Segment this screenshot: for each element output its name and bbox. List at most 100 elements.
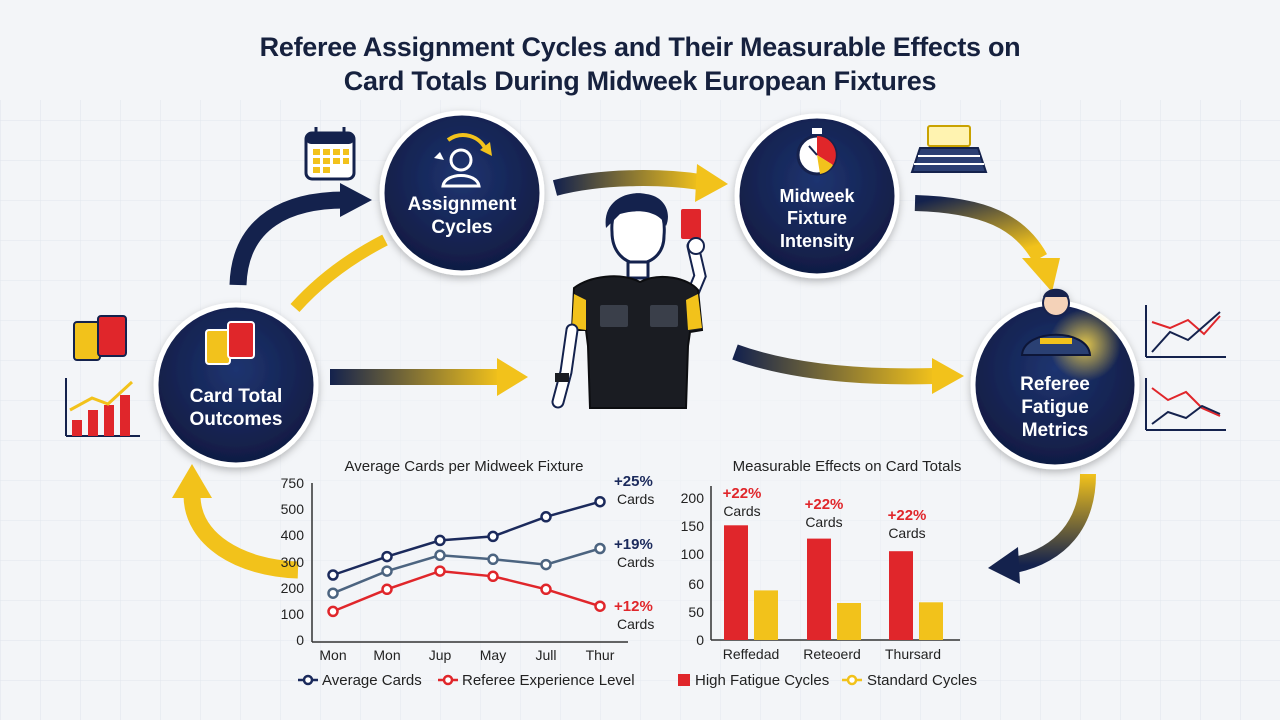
line-chart-x-tick: Thur: [586, 647, 615, 663]
bar-annotation-unit: Cards: [805, 514, 842, 530]
bar-annotation-unit: Cards: [723, 503, 760, 519]
stadium-icon: [910, 125, 988, 173]
line-chart-x-tick: Mon: [373, 647, 400, 663]
line-chart-y-tick: 300: [281, 554, 305, 570]
page-title: Referee Assignment Cycles and Their Meas…: [0, 30, 1280, 98]
line-point: [594, 495, 606, 508]
legend-label: High Fatigue Cycles: [695, 672, 829, 689]
line-point: [487, 553, 499, 566]
line-point: [381, 583, 393, 596]
title-line-2: Card Totals During Midweek European Fixt…: [343, 66, 937, 96]
node-fatigue-line3: Metrics: [1022, 420, 1089, 441]
arrow-fatigue-to-bar-chart: [988, 473, 1096, 584]
line-point: [487, 530, 499, 543]
bar-chart-y-tick: 60: [688, 576, 704, 592]
cards-stack-icon: [73, 315, 127, 361]
cards-icon: [205, 321, 255, 365]
arrow-assignment-to-midweek: [552, 164, 728, 202]
bar-chart-y-tick: 50: [688, 604, 704, 620]
line-chart: Average Cards per Midweek Fixture 750 500…: [281, 458, 655, 689]
line-point: [327, 569, 339, 581]
bar-chart-title: Measurable Effects on Card Totals: [733, 458, 962, 475]
node-card-total-outcomes[interactable]: Card Total Outcomes: [153, 302, 319, 468]
node-card-line2: Outcomes: [190, 409, 283, 430]
bar-standard: [754, 590, 778, 640]
line-series-2: [332, 569, 601, 613]
arrow-referee-to-fatigue: [732, 344, 964, 394]
node-assignment-line2: Cycles: [431, 217, 492, 238]
stopwatch-icon: [796, 128, 838, 176]
bar-annotation-pct: +22%: [723, 485, 762, 502]
arrow-card-to-assignment: [229, 183, 372, 286]
red-card-icon: [681, 209, 701, 239]
node-assignment-cycles[interactable]: Assignment Cycles: [379, 110, 545, 276]
bar-standard: [837, 603, 861, 640]
node-midweek-fixture-intensity[interactable]: Midweek Fixture Intensity: [734, 113, 900, 279]
bar-annotation-pct: +22%: [805, 496, 844, 513]
legend-marker: [442, 674, 454, 686]
line-annotation-pct: +12%: [614, 598, 653, 615]
legend-label: Average Cards: [322, 672, 422, 689]
legend-label: Standard Cycles: [867, 672, 977, 689]
line-point: [594, 542, 606, 555]
bar-annotation-unit: Cards: [888, 525, 925, 541]
line-point: [540, 583, 552, 596]
legend-swatch-high-fatigue: [678, 674, 690, 686]
line-point: [434, 534, 446, 547]
legend-label: Referee Experience Level: [462, 672, 635, 689]
line-annotation-pct: +19%: [614, 536, 653, 553]
arrow-line-chart-to-card: [172, 464, 299, 579]
bar-chart: Measurable Effects on Card Totals 200 150…: [678, 458, 977, 689]
line-point: [434, 565, 446, 577]
node-fatigue-line1: Referee: [1020, 374, 1090, 395]
line-chart-y-tick: 400: [281, 527, 305, 543]
legend-marker: [302, 674, 314, 686]
line-annotation-unit: Cards: [617, 491, 654, 507]
bar-standard: [919, 602, 943, 640]
line-chart-x-tick: Jup: [429, 647, 452, 663]
bar-chart-y-tick: 200: [681, 490, 705, 506]
tired-referee-icon: [1020, 288, 1092, 356]
line-point: [594, 600, 606, 612]
line-chart-x-tick: May: [480, 647, 506, 663]
node-midweek-line3: Intensity: [780, 231, 854, 251]
line-point: [381, 550, 393, 563]
line-point: [327, 605, 339, 618]
arrow-card-to-referee: [330, 358, 528, 396]
trend-chart-icons: [1145, 305, 1226, 431]
line-point: [381, 565, 393, 577]
line-point: [540, 558, 552, 571]
line-series-0: [332, 500, 601, 577]
arrow-midweek-to-fatigue: [914, 195, 1060, 292]
line-annotation-pct: +25%: [614, 473, 653, 490]
assignment-person-icon: [434, 133, 492, 188]
bar-high-fatigue: [889, 551, 913, 640]
line-annotation-unit: Cards: [617, 554, 654, 570]
rising-bars-icon: [65, 378, 140, 437]
line-chart-y-tick: 200: [281, 580, 305, 596]
line-point: [540, 511, 552, 523]
node-midweek-line1: Midweek: [779, 186, 855, 206]
bar-chart-x-tick: Reffedad: [723, 646, 780, 662]
bar-annotation-pct: +22%: [888, 507, 927, 524]
bar-chart-y-tick: 150: [681, 518, 705, 534]
line-chart-title: Average Cards per Midweek Fixture: [345, 458, 584, 475]
line-annotation-unit: Cards: [617, 616, 654, 632]
line-chart-y-tick: 500: [281, 501, 305, 517]
bar-chart-x-tick: Thursard: [885, 646, 941, 662]
node-midweek-line2: Fixture: [787, 208, 847, 228]
legend-marker: [846, 674, 858, 686]
bar-chart-x-tick: Reteoerd: [803, 646, 861, 662]
line-chart-y-tick: 0: [296, 632, 304, 648]
arrow-card-to-assignment-yellow: [290, 234, 388, 312]
referee-illustration: [551, 193, 707, 409]
node-referee-fatigue-metrics[interactable]: Referee Fatigue Metrics: [970, 288, 1140, 470]
line-chart-y-tick: 100: [281, 606, 305, 622]
line-point: [327, 587, 339, 599]
line-series-1: [332, 547, 601, 595]
title-line-1: Referee Assignment Cycles and Their Meas…: [259, 32, 1021, 62]
node-card-line1: Card Total: [190, 386, 283, 407]
bar-high-fatigue: [807, 538, 831, 640]
bar-high-fatigue: [724, 525, 748, 640]
